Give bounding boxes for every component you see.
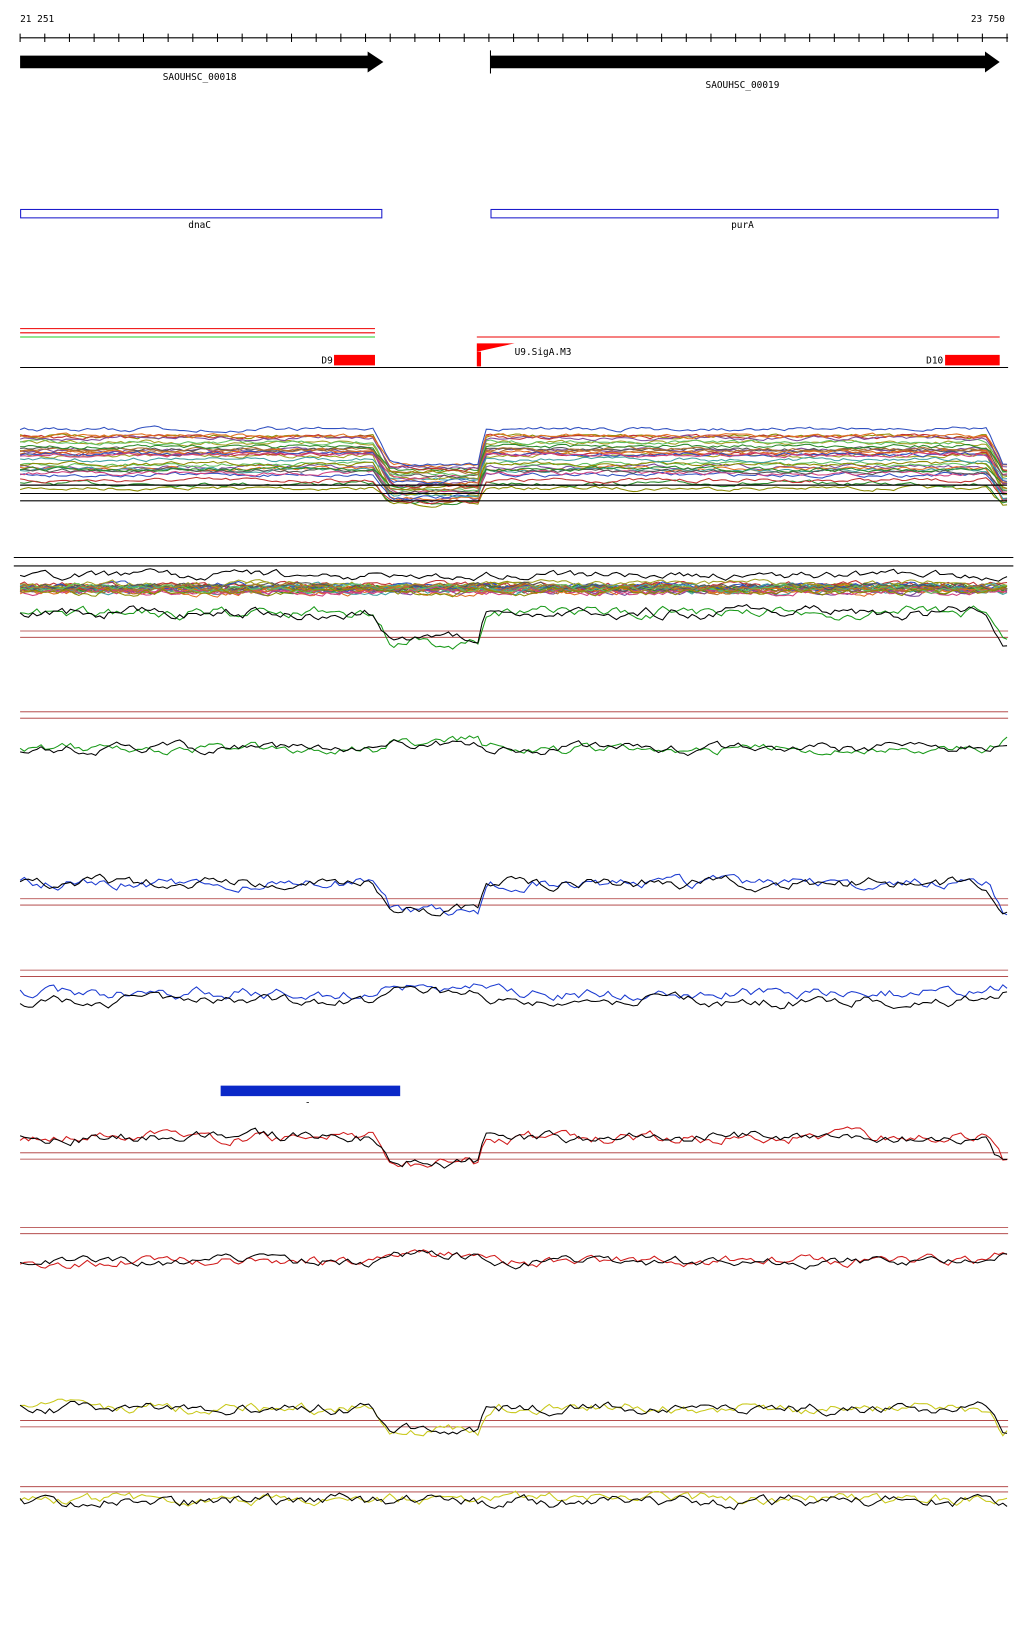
signal-line bbox=[19, 1127, 1008, 1169]
gene-label: SAOUHSC_00019 bbox=[706, 80, 780, 91]
signal-line bbox=[19, 1492, 1008, 1511]
feature-label: D9 bbox=[321, 355, 333, 366]
signal-line bbox=[20, 471, 1008, 501]
feature-box bbox=[334, 354, 375, 366]
feature-box bbox=[476, 351, 482, 367]
signal-line bbox=[19, 983, 1008, 1002]
signal-line bbox=[19, 568, 1008, 582]
signal-line bbox=[19, 448, 1008, 486]
signal-line bbox=[20, 465, 1008, 489]
signal-line bbox=[19, 1490, 1008, 1507]
ruler-end: 23 750 bbox=[971, 14, 1005, 25]
signal-line bbox=[19, 583, 1008, 595]
signal-line bbox=[20, 460, 1008, 491]
gene-arrow bbox=[20, 51, 384, 73]
signal-line bbox=[19, 425, 1008, 467]
gene-name: purA bbox=[731, 220, 754, 231]
feature-box bbox=[945, 354, 1000, 366]
signal-line bbox=[20, 445, 1008, 476]
ruler-start: 21 251 bbox=[20, 14, 54, 25]
highlight-bar bbox=[220, 1085, 401, 1097]
signal-line bbox=[19, 483, 1008, 508]
signal-line bbox=[20, 1398, 1008, 1437]
signal-line bbox=[19, 873, 1008, 917]
signal-line bbox=[20, 469, 1008, 495]
gene-arrow bbox=[490, 51, 1000, 73]
signal-line bbox=[20, 451, 1008, 480]
signal-line bbox=[19, 1400, 1008, 1435]
gene-name: dnaC bbox=[188, 220, 211, 231]
signal-line bbox=[19, 985, 1008, 1010]
signal-line bbox=[19, 434, 1008, 470]
signal-line bbox=[19, 735, 1008, 756]
signal-line bbox=[20, 476, 1008, 505]
signal-line bbox=[19, 604, 1008, 647]
feature-label: U9.SigA.M3 bbox=[515, 347, 572, 358]
signal-line bbox=[19, 432, 1008, 468]
signal-line bbox=[19, 1249, 1008, 1269]
signal-line bbox=[20, 580, 1008, 594]
ruler-ticks bbox=[19, 33, 1008, 42]
gene-box bbox=[20, 208, 383, 219]
feature-marker bbox=[476, 343, 515, 352]
signal-line bbox=[19, 581, 1008, 593]
gene-label: SAOUHSC_00018 bbox=[163, 72, 237, 83]
signal-line bbox=[20, 456, 1008, 481]
signal-line bbox=[19, 585, 1008, 597]
signal-line bbox=[20, 585, 1008, 598]
highlight-label: - bbox=[305, 1098, 311, 1109]
signal-line bbox=[20, 739, 1008, 757]
signal-tracks bbox=[19, 425, 1009, 1511]
signal-line bbox=[19, 873, 1008, 916]
signal-line bbox=[20, 443, 1008, 473]
gene-box bbox=[490, 208, 999, 219]
signal-line bbox=[19, 1249, 1008, 1270]
signal-line bbox=[19, 1126, 1008, 1168]
signal-line bbox=[19, 582, 1008, 595]
feature-label: D10 bbox=[926, 355, 943, 366]
signal-line bbox=[20, 438, 1008, 477]
signal-line bbox=[20, 467, 1008, 494]
signal-line bbox=[20, 605, 1008, 650]
signal-line bbox=[19, 582, 1008, 593]
